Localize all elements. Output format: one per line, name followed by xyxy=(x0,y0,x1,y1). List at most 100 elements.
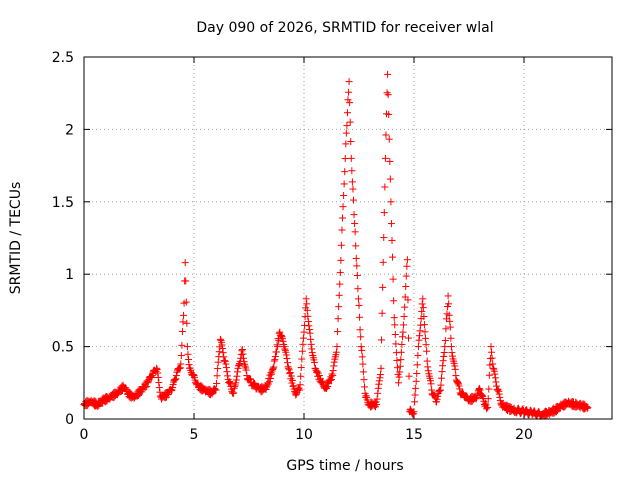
data-point xyxy=(247,375,255,383)
chart-title: Day 090 of 2026, SRMTID for receiver wla… xyxy=(196,20,493,36)
data-point xyxy=(491,370,499,378)
data-point xyxy=(284,363,292,371)
data-points xyxy=(80,70,592,420)
data-point xyxy=(385,135,393,143)
x-tick-label: 15 xyxy=(405,427,423,443)
plot-frame xyxy=(83,56,613,420)
data-point xyxy=(441,337,449,345)
data-point xyxy=(346,118,354,126)
data-point xyxy=(412,377,420,385)
data-point xyxy=(415,336,423,344)
data-point xyxy=(122,384,130,392)
data-point xyxy=(179,318,187,326)
data-point xyxy=(397,348,405,356)
data-point xyxy=(326,376,334,384)
data-point xyxy=(271,356,279,364)
data-point xyxy=(442,325,450,333)
data-point xyxy=(436,386,444,394)
data-point xyxy=(219,345,227,353)
data-point xyxy=(357,343,365,351)
data-point xyxy=(304,317,312,325)
data-point xyxy=(396,362,404,370)
data-point xyxy=(348,178,356,186)
data-point xyxy=(402,283,410,291)
data-point xyxy=(298,355,306,363)
data-point xyxy=(233,372,241,380)
data-point xyxy=(384,91,392,99)
data-point xyxy=(303,306,311,314)
data-point xyxy=(220,353,228,361)
data-point xyxy=(225,379,233,387)
data-point xyxy=(275,336,283,344)
data-point xyxy=(475,385,483,393)
data-point xyxy=(494,386,502,394)
data-point xyxy=(475,385,483,393)
data-point xyxy=(416,327,424,335)
data-point xyxy=(294,385,302,393)
data-point xyxy=(414,343,422,351)
data-point xyxy=(405,334,412,342)
data-point xyxy=(420,321,428,329)
y-tick-label: 2 xyxy=(65,122,74,138)
data-point xyxy=(265,378,273,386)
data-point xyxy=(212,386,220,394)
data-point xyxy=(340,180,348,188)
data-point xyxy=(338,226,346,234)
data-point xyxy=(350,196,357,204)
data-point xyxy=(489,360,497,368)
data-point xyxy=(397,356,405,364)
data-point xyxy=(445,311,453,319)
data-point xyxy=(170,376,178,384)
data-point xyxy=(422,341,430,349)
data-point xyxy=(267,369,275,377)
data-point xyxy=(423,347,431,355)
data-point xyxy=(440,348,448,356)
data-point xyxy=(399,328,407,336)
data-point xyxy=(355,301,363,309)
data-point xyxy=(324,383,332,391)
data-point xyxy=(380,234,388,242)
data-point xyxy=(242,366,250,374)
data-point xyxy=(325,380,333,388)
data-point xyxy=(332,348,340,356)
data-point xyxy=(276,328,284,336)
data-point xyxy=(444,292,452,300)
data-point xyxy=(343,122,351,130)
data-point xyxy=(342,129,350,137)
data-point xyxy=(233,368,241,376)
data-point xyxy=(213,372,221,380)
y-tick-label: 1.5 xyxy=(52,195,74,211)
data-point xyxy=(359,360,367,368)
data-point xyxy=(381,154,389,162)
data-point xyxy=(384,70,392,78)
data-point xyxy=(339,214,346,222)
data-point xyxy=(438,374,445,382)
data-point xyxy=(485,385,493,393)
data-point xyxy=(308,345,316,353)
data-point xyxy=(379,258,387,266)
data-point xyxy=(387,198,395,206)
data-point xyxy=(447,343,455,351)
data-point xyxy=(488,348,496,356)
data-point xyxy=(337,241,345,249)
data-point xyxy=(169,384,177,392)
data-point xyxy=(230,389,238,397)
data-point xyxy=(282,351,290,359)
data-point xyxy=(307,340,315,348)
data-point xyxy=(413,361,421,369)
data-point xyxy=(284,359,291,367)
data-point xyxy=(286,369,294,377)
data-point xyxy=(336,280,344,288)
data-point xyxy=(476,386,484,394)
data-point xyxy=(181,259,189,267)
data-point xyxy=(448,349,456,357)
data-point xyxy=(281,346,289,354)
data-point xyxy=(386,175,394,183)
data-point xyxy=(496,393,504,401)
data-point xyxy=(230,384,238,392)
data-point xyxy=(306,326,313,334)
data-point xyxy=(153,365,161,373)
data-point xyxy=(373,401,381,409)
data-point xyxy=(270,363,278,371)
data-point xyxy=(472,395,480,403)
